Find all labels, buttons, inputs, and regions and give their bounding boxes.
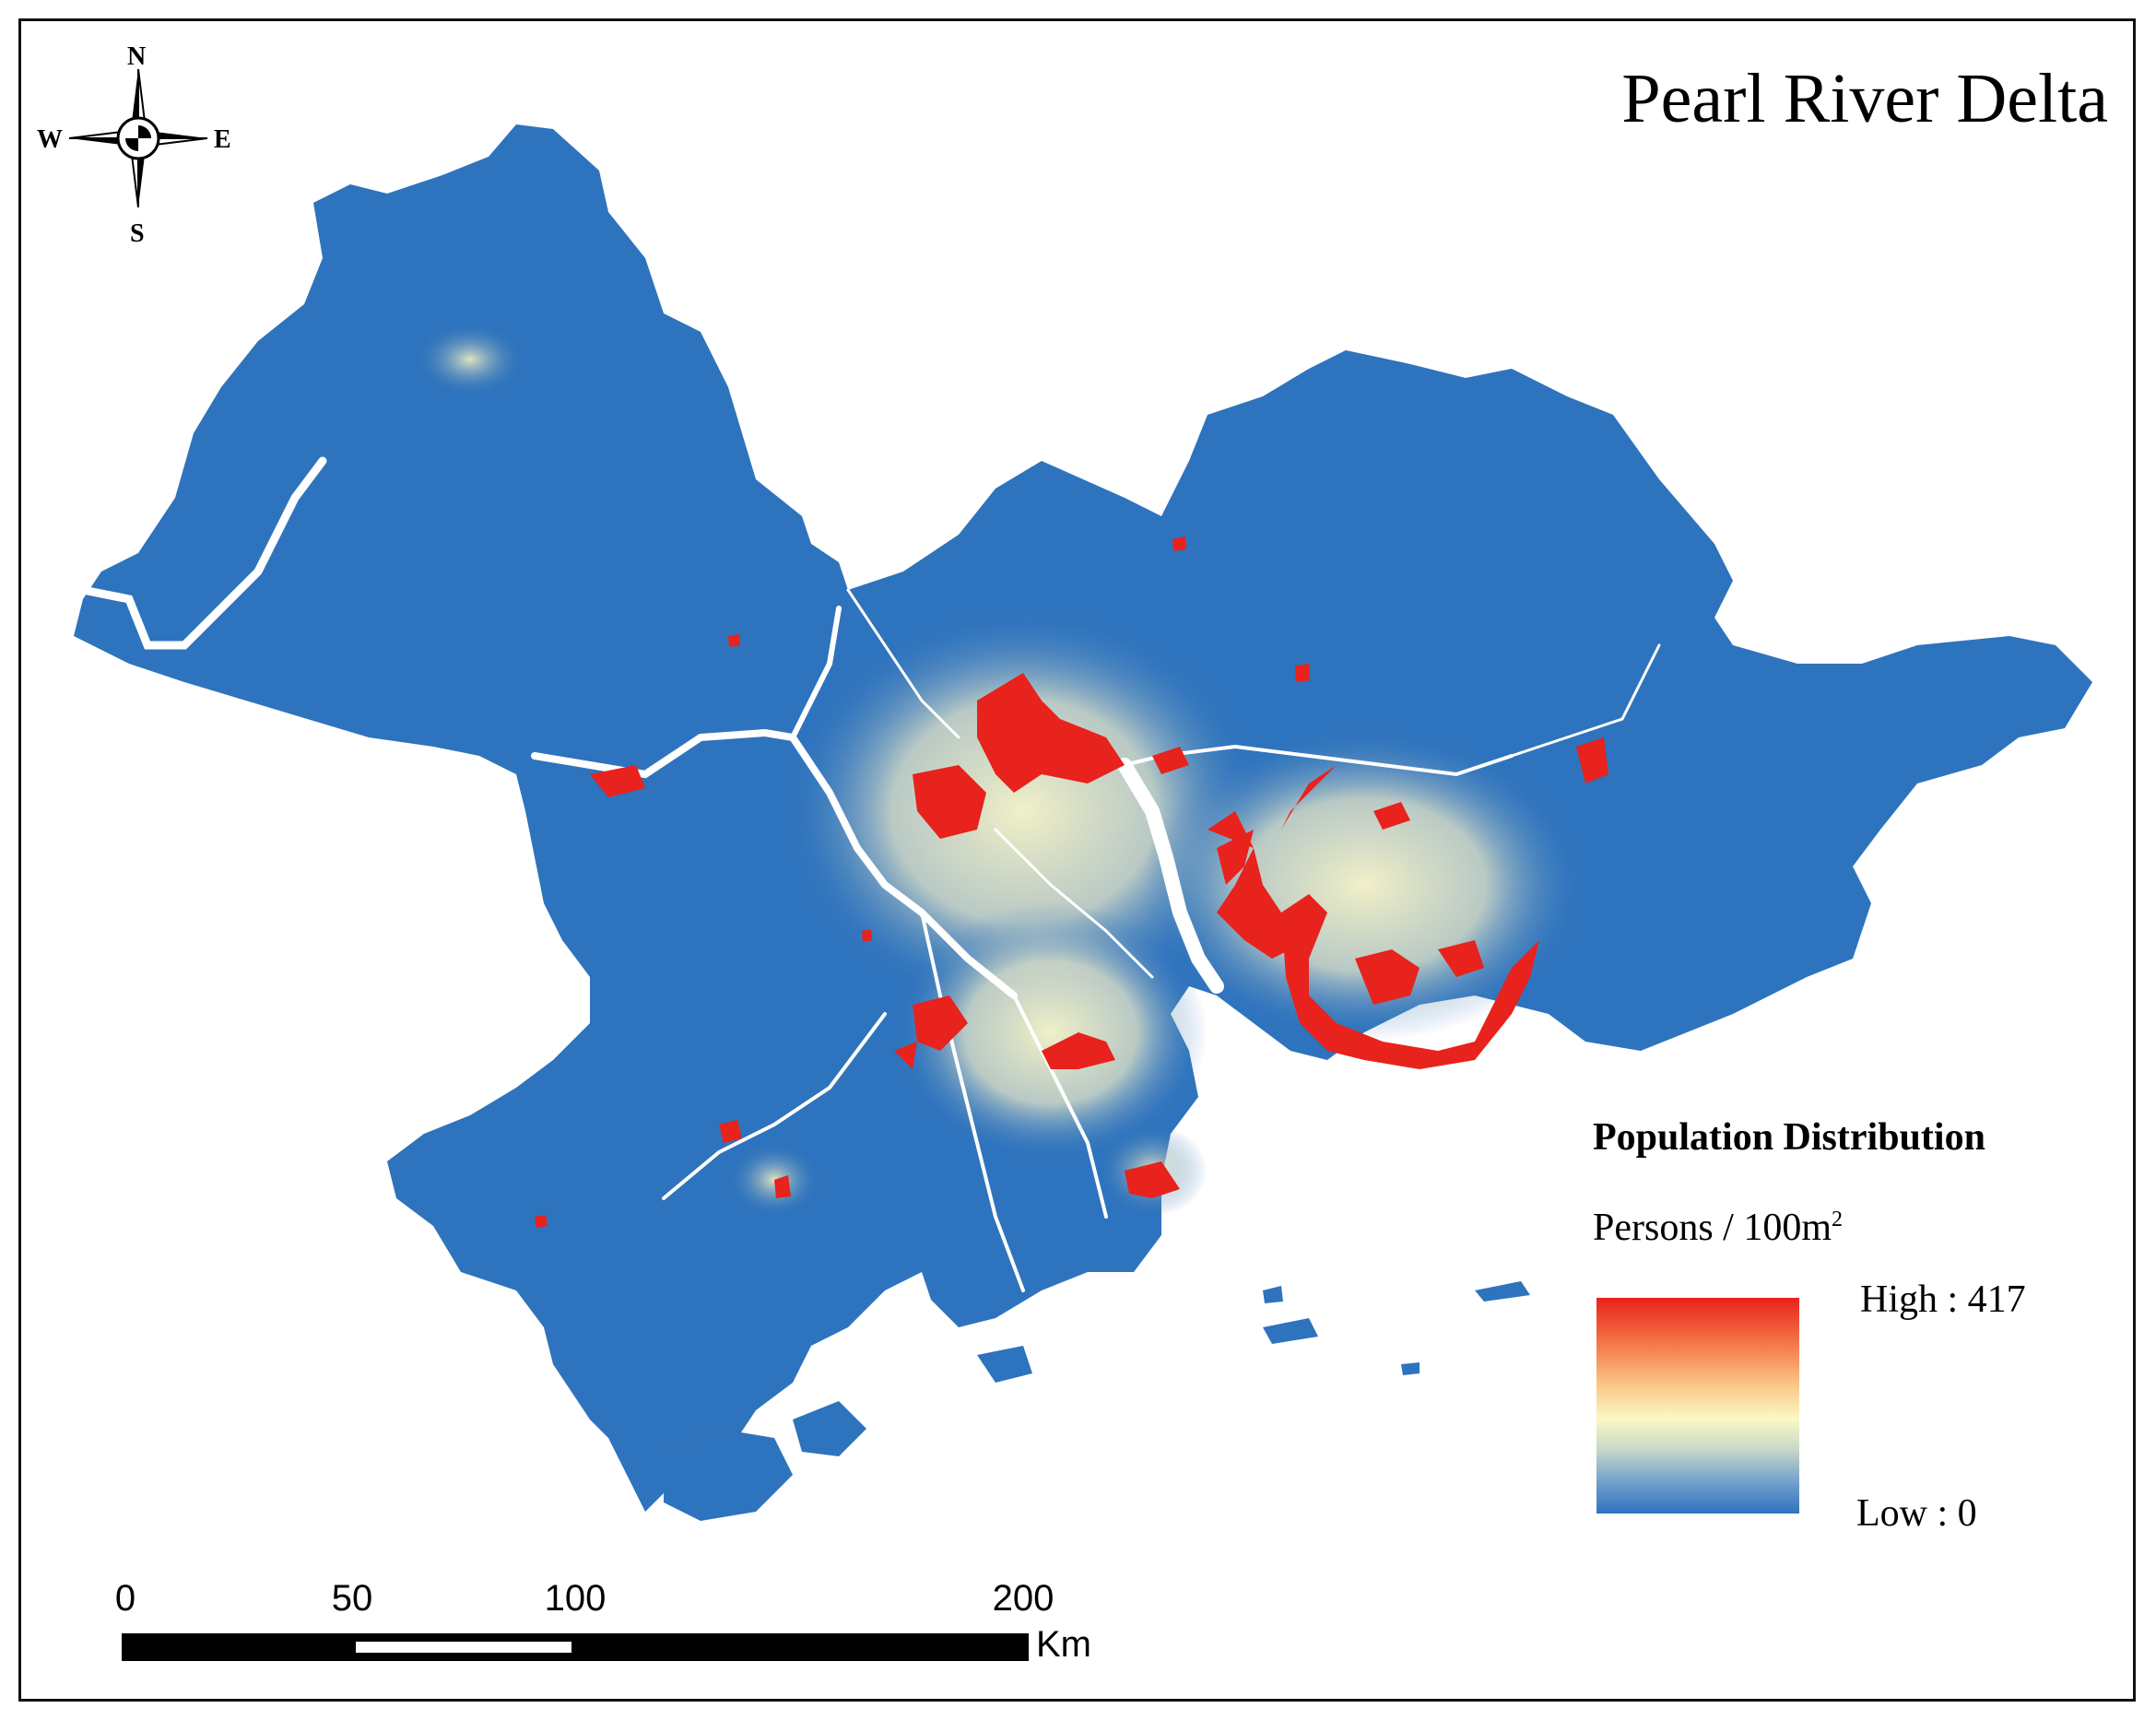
scale-tick-label: 50 xyxy=(331,1578,373,1619)
compass-north-label: N xyxy=(127,42,147,71)
scale-tick-label: 100 xyxy=(544,1578,607,1619)
island xyxy=(664,1429,793,1521)
legend-high-label: High : 417 xyxy=(1860,1278,2026,1321)
island xyxy=(1475,1281,1530,1302)
island xyxy=(793,1401,866,1456)
urban-halo xyxy=(783,608,1263,1014)
compass-rose-icon xyxy=(68,68,208,208)
urban-halo xyxy=(894,903,1208,1161)
legend-title: Population Distribution xyxy=(1593,1116,1985,1159)
scale-tick-label: 0 xyxy=(114,1578,136,1619)
map-title: Pearl River Delta xyxy=(1621,60,2108,137)
compass-west-label: W xyxy=(37,125,63,154)
legend-low-label: Low : 0 xyxy=(1856,1492,1977,1535)
urban-halo xyxy=(415,323,525,396)
scale-bar-segment xyxy=(356,1642,571,1653)
island xyxy=(1401,1362,1420,1375)
island xyxy=(977,1346,1032,1383)
scale-unit-label: Km xyxy=(1036,1624,1091,1665)
scale-tick-label: 200 xyxy=(992,1578,1054,1619)
legend-units-superscript: 2 xyxy=(1832,1208,1844,1231)
legend-units: Persons / 100m2 xyxy=(1593,1206,1843,1250)
compass-east-label: E xyxy=(214,125,231,154)
compass-south-label: S xyxy=(130,219,145,248)
scale-bar xyxy=(122,1633,1029,1661)
legend-units-base: Persons / 100m xyxy=(1593,1207,1832,1249)
legend-color-ramp xyxy=(1596,1298,1799,1514)
island xyxy=(1263,1286,1283,1303)
island xyxy=(1263,1318,1318,1344)
urban-cores xyxy=(535,536,1608,1228)
